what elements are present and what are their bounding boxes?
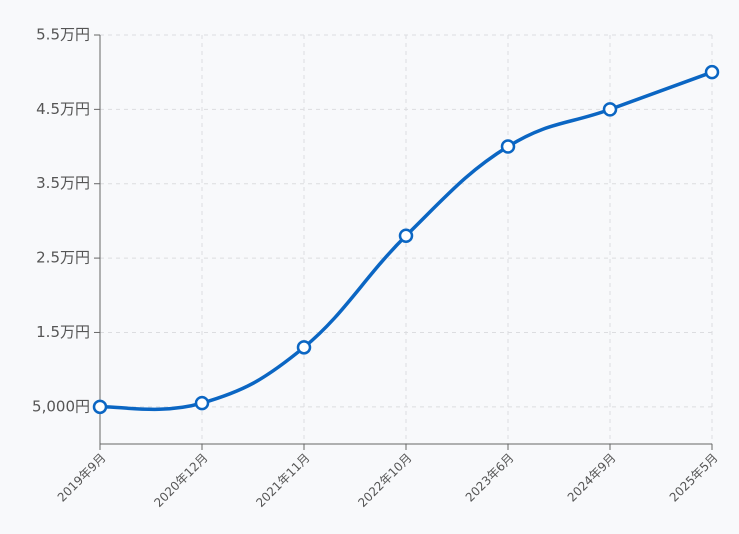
point [602,102,618,117]
x-tick-label: 2022年10月 [355,451,414,510]
x-tick-label: 2019年9月 [55,451,109,505]
y-tick-label: 3.5万円 [36,174,90,192]
x-tick-label: 2020年12月 [151,451,210,510]
point [704,64,720,80]
y-tick-label: 5,000円 [32,397,90,415]
point [92,399,108,415]
y-tick-label: 1.5万円 [36,323,90,341]
point [194,395,210,411]
point [398,228,414,244]
x-tick-label: 2025年5月 [667,451,721,505]
x-tick-label: 2021年11月 [253,451,312,510]
x-tick-label: 2023年6月 [463,451,517,505]
x-tick-label: 2024年9月 [565,451,619,505]
y-tick-label: 4.5万円 [36,100,90,118]
y-tick-label: 5.5万円 [36,26,90,44]
y-tick-label: 2.5万円 [36,249,90,267]
point [500,139,516,154]
point [296,340,312,355]
